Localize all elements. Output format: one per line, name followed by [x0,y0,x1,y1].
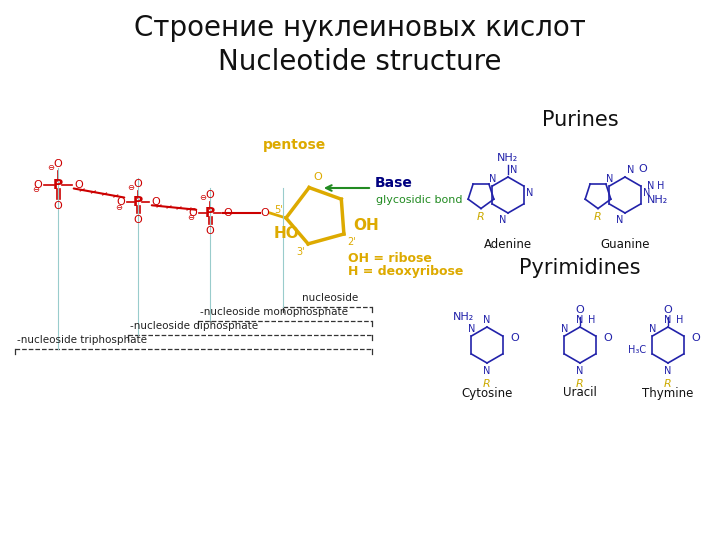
Text: Guanine: Guanine [600,239,649,252]
Text: 5': 5' [274,205,283,215]
Text: Base: Base [375,176,413,190]
Text: NH₂: NH₂ [453,312,474,322]
Text: ⊖: ⊖ [115,202,122,212]
Text: P: P [133,195,143,209]
Text: O: O [206,226,215,236]
Text: O: O [261,208,269,218]
Text: Purines: Purines [541,110,618,130]
Text: N: N [526,188,533,198]
Text: R: R [483,379,491,389]
Text: ⊖: ⊖ [199,193,207,202]
Text: NH₂: NH₂ [498,153,518,163]
Text: -nucleoside monophosphate: -nucleoside monophosphate [200,307,348,317]
Text: N: N [647,181,654,191]
Text: HO: HO [273,226,299,241]
Text: Pyrimidines: Pyrimidines [519,258,641,278]
Text: N: N [616,215,623,225]
Text: N: N [576,315,584,325]
Text: N: N [665,315,672,325]
Text: H: H [676,315,683,325]
Text: H = deoxyribose: H = deoxyribose [348,266,464,279]
Text: H: H [657,181,665,191]
Text: N: N [510,165,518,175]
Text: Nucleotide structure: Nucleotide structure [218,48,502,76]
Text: N: N [649,324,656,334]
Text: 3': 3' [297,247,305,257]
Text: O: O [314,172,323,182]
Text: glycosidic bond: glycosidic bond [376,195,462,205]
Text: N: N [483,315,491,325]
Text: O: O [510,333,519,343]
Text: O: O [664,305,672,315]
Text: O: O [151,197,160,207]
Text: O: O [74,180,83,190]
Text: N: N [483,366,491,376]
Text: Thymine: Thymine [642,387,693,400]
Text: O: O [188,208,197,218]
Text: N: N [665,366,672,376]
Text: R: R [594,213,602,222]
Text: O: O [223,208,232,218]
Text: N: N [561,324,568,334]
Text: O: O [575,305,585,315]
Text: Adenine: Adenine [484,239,532,252]
Text: NH₂: NH₂ [647,195,668,205]
Text: 2': 2' [347,237,356,247]
Text: O: O [53,159,63,169]
Text: Uracil: Uracil [563,387,597,400]
Text: R: R [664,379,672,389]
Text: O: O [638,164,647,174]
Text: N: N [642,188,650,198]
Text: O: O [53,201,63,211]
Text: R: R [477,213,485,222]
Text: ⊖: ⊖ [127,183,135,192]
Text: H: H [588,315,595,325]
Text: ⊖: ⊖ [48,163,55,172]
Text: N: N [468,324,475,334]
Text: OH: OH [353,219,379,233]
Text: N: N [606,174,613,184]
Text: O: O [603,333,612,343]
Text: -nucleoside triphosphate: -nucleoside triphosphate [17,335,147,345]
Text: O: O [206,190,215,200]
Text: Cytosine: Cytosine [462,387,513,400]
Text: O: O [692,333,701,343]
Text: R: R [576,379,584,389]
Text: N: N [627,165,634,175]
Text: P: P [205,206,215,220]
Text: N: N [576,366,584,376]
Text: N: N [489,174,496,184]
Text: H₃C: H₃C [629,345,647,355]
Text: ⊖: ⊖ [32,186,40,194]
Text: pentose: pentose [264,138,327,152]
Text: O: O [33,180,42,190]
Text: ⊖: ⊖ [187,213,194,222]
Text: O: O [134,179,143,189]
Text: N: N [499,215,506,225]
Text: P: P [53,178,63,192]
Text: nucleoside: nucleoside [302,293,359,303]
Text: -nucleoside diphosphate: -nucleoside diphosphate [130,321,258,331]
Text: OH = ribose: OH = ribose [348,252,432,265]
Text: Строение нуклеиновых кислот: Строение нуклеиновых кислот [134,14,586,42]
Text: O: O [134,215,143,225]
Text: O: O [116,197,125,207]
